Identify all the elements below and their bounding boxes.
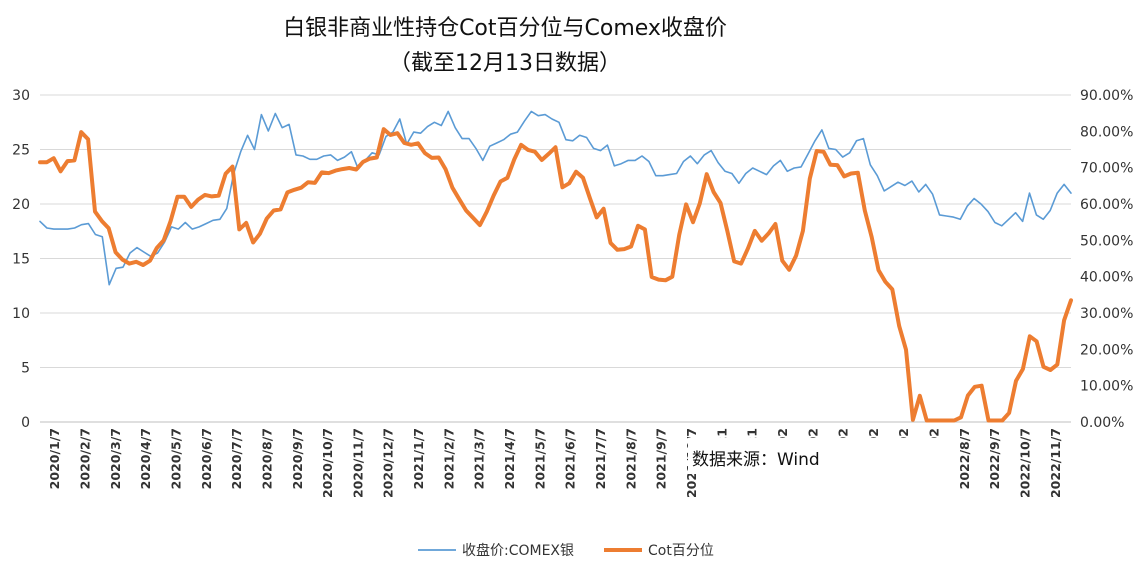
source-note: 数据来源：Wind [692, 450, 820, 470]
legend-item-cot-percentile: Cot百分位 [604, 543, 714, 559]
x-tick-label: 2020/12/7 [381, 428, 396, 498]
x-tick-label: 2020/6/7 [199, 428, 214, 489]
legend-label: 收盘价:COMEX银 [462, 542, 574, 559]
x-tick-label: 2020/4/7 [138, 428, 153, 489]
x-tick-label: 2020/5/7 [168, 428, 183, 489]
legend: 收盘价:COMEX银 Cot百分位 [418, 542, 714, 559]
y-right-tick-label: 40.00% [1080, 270, 1133, 286]
y-right-tick-label: 0.00% [1080, 415, 1124, 431]
legend-item-comex-silver: 收盘价:COMEX银 [418, 542, 574, 559]
y-left-tick-label: 0 [21, 415, 30, 431]
x-tick-label: 2021/7/7 [593, 428, 608, 489]
x-tick-label: 2021/8/7 [623, 428, 638, 489]
y-right-tick-label: 80.00% [1080, 124, 1133, 140]
series-line-cot-percentile [38, 127, 1073, 423]
x-tick-label: 2021/1/7 [411, 428, 426, 489]
y-right-tick-label: 20.00% [1080, 342, 1133, 358]
x-tick-label: 2021/3/7 [472, 428, 487, 489]
series-line-comex-silver [39, 110, 1072, 286]
y-left-tick-label: 30 [12, 88, 30, 104]
y-left-tick-label: 15 [12, 252, 30, 268]
y-left-tick-label: 5 [21, 361, 30, 377]
y-left-tick-label: 10 [12, 306, 30, 322]
x-tick-label: 2020/10/7 [320, 428, 335, 498]
x-tick-label: 2022/8/7 [957, 428, 972, 489]
x-tick-label: 2022/10/7 [1018, 428, 1033, 498]
y-right-tick-label: 90.00% [1080, 88, 1133, 104]
source-note-box: 数据来源：Wind [688, 438, 950, 474]
x-tick-label: 2022/9/7 [987, 428, 1002, 489]
y-right-tick-label: 60.00% [1080, 197, 1133, 213]
x-tick-label: 2020/1/7 [47, 428, 62, 489]
y-right-tick-label: 70.00% [1080, 161, 1133, 177]
y-right-tick-label: 50.00% [1080, 233, 1133, 249]
x-tick-label: 2020/7/7 [229, 428, 244, 489]
x-tick-label: 2020/8/7 [259, 428, 274, 489]
x-tick-label: 2020/9/7 [290, 428, 305, 489]
y-right-tick-label: 10.00% [1080, 379, 1133, 395]
x-tick-label: 2021/9/7 [654, 428, 669, 489]
chart-subtitle: （截至12月13日数据） [389, 51, 621, 76]
y-axis-right: 0.00% 10.00% 20.00% 30.00% 40.00% 50.00% 60.00… [1080, 88, 1133, 431]
y-left-tick-label: 25 [12, 143, 30, 159]
x-tick-label: 2021/4/7 [502, 428, 517, 489]
x-tick-label: 2022/11/7 [1048, 428, 1063, 498]
x-tick-label: 2020/2/7 [77, 428, 92, 489]
chart-title: 白银非商业性持仓Cot百分位与Comex收盘价 [283, 16, 727, 41]
x-tick-label: 2021/5/7 [532, 428, 547, 489]
x-tick-label: 2021/2/7 [441, 428, 456, 489]
x-tick-label: 2021/6/7 [563, 428, 578, 489]
legend-label: Cot百分位 [648, 543, 714, 559]
x-tick-label: 2020/3/7 [108, 428, 123, 489]
x-tick-label: 2020/11/7 [350, 428, 365, 498]
y-right-tick-label: 30.00% [1080, 306, 1133, 322]
y-left-tick-label: 20 [12, 197, 30, 213]
y-axis-left: 0 5 10 15 20 25 30 [12, 88, 30, 431]
series-lines [38, 110, 1073, 423]
